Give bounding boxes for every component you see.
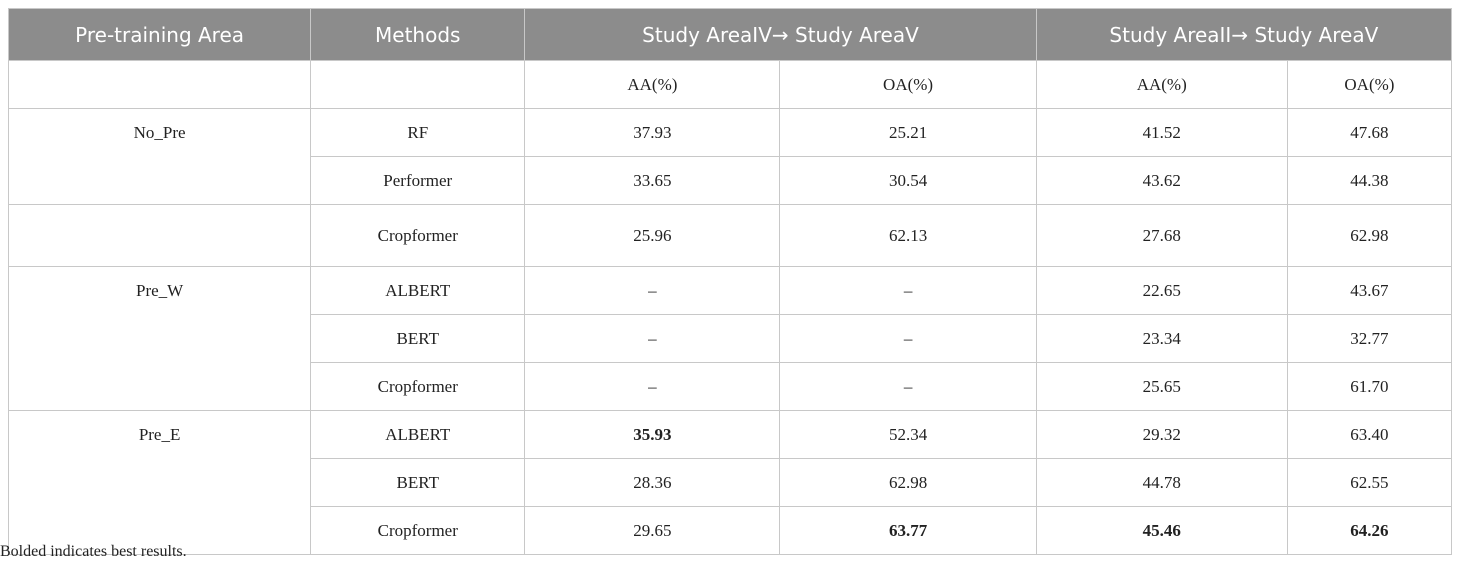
table-footnote: Bolded indicates best results. — [0, 543, 187, 560]
method-cell: Performer — [310, 156, 526, 205]
value-cell-best: 64.26 — [1286, 506, 1453, 555]
header-methods: Methods — [310, 8, 526, 61]
subheader-empty-area — [7, 60, 312, 109]
table-row: Cropformer 25.96 62.13 27.68 62.98 — [7, 204, 1453, 267]
value-cell: 29.32 — [1035, 410, 1288, 459]
value-cell: 43.62 — [1035, 156, 1288, 205]
value-cell-best: 35.93 — [524, 410, 781, 459]
area-cell-empty — [7, 204, 312, 267]
subheader-row: AA(%) OA(%) AA(%) OA(%) — [7, 60, 1453, 109]
value-cell: 25.21 — [779, 108, 1037, 157]
value-cell: – — [524, 362, 781, 411]
method-cell: Cropformer — [310, 204, 526, 267]
area-cell-no-pre: No_Pre — [7, 108, 312, 205]
header-row: Pre-training Area Methods Study AreaIV→ … — [7, 8, 1453, 61]
table-row: BERT 28.36 62.98 44.78 62.55 — [9, 458, 1453, 507]
table-row: Cropformer – – 25.65 61.70 — [9, 362, 1453, 411]
subheader-g1-aa: AA(%) — [524, 60, 781, 109]
value-cell-best: 45.46 — [1035, 506, 1288, 555]
value-cell: 28.36 — [524, 458, 781, 507]
table-row: Cropformer 29.65 63.77 45.46 64.26 — [9, 506, 1453, 555]
value-cell: 25.65 — [1035, 362, 1288, 411]
table-row: No_Pre RF 37.93 25.21 41.52 47.68 — [7, 108, 1453, 205]
value-cell: 33.65 — [524, 156, 781, 205]
results-table-container: Pre-training Area Methods Study AreaIV→ … — [7, 8, 1453, 555]
area-cell-pre-e: Pre_E — [7, 410, 312, 555]
method-cell: ALBERT — [310, 266, 526, 315]
method-cell: BERT — [310, 458, 526, 507]
value-cell: 52.34 — [779, 410, 1037, 459]
value-cell: 25.96 — [524, 204, 781, 267]
table-row: Pre_W ALBERT – – 22.65 43.67 — [7, 266, 1453, 411]
value-cell: 29.65 — [524, 506, 781, 555]
subheader-g1-oa: OA(%) — [779, 60, 1037, 109]
value-cell: 62.55 — [1286, 458, 1453, 507]
table-row: Performer 33.65 30.54 43.62 44.38 — [9, 156, 1453, 205]
value-cell: 61.70 — [1286, 362, 1453, 411]
header-group-ii-to-v: Study AreaII→ Study AreaV — [1035, 8, 1453, 61]
value-cell: 47.68 — [1286, 108, 1453, 157]
subheader-g2-aa: AA(%) — [1035, 60, 1288, 109]
method-cell: Cropformer — [310, 362, 526, 411]
header-group-iv-to-v: Study AreaIV→ Study AreaV — [524, 8, 1037, 61]
value-cell: 32.77 — [1286, 314, 1453, 363]
value-cell: 62.98 — [1286, 204, 1453, 267]
table-row: Pre_E ALBERT 35.93 52.34 29.32 63.40 — [7, 410, 1453, 555]
method-cell: RF — [310, 108, 526, 157]
table-row: BERT – – 23.34 32.77 — [9, 314, 1453, 363]
value-cell: – — [779, 314, 1037, 363]
value-cell: – — [524, 314, 781, 363]
value-cell: 62.98 — [779, 458, 1037, 507]
value-cell: – — [779, 266, 1037, 315]
value-cell: – — [779, 362, 1037, 411]
value-cell: 30.54 — [779, 156, 1037, 205]
subheader-empty-method — [310, 60, 526, 109]
results-table: Pre-training Area Methods Study AreaIV→ … — [7, 8, 1453, 555]
value-cell: 41.52 — [1035, 108, 1288, 157]
value-cell: 62.13 — [779, 204, 1037, 267]
method-cell: BERT — [310, 314, 526, 363]
value-cell: 44.38 — [1286, 156, 1453, 205]
value-cell: 22.65 — [1035, 266, 1288, 315]
method-cell: ALBERT — [310, 410, 526, 459]
value-cell: 63.40 — [1286, 410, 1453, 459]
value-cell: 37.93 — [524, 108, 781, 157]
subheader-g2-oa: OA(%) — [1286, 60, 1453, 109]
value-cell-best: 63.77 — [779, 506, 1037, 555]
value-cell: – — [524, 266, 781, 315]
value-cell: 27.68 — [1035, 204, 1288, 267]
value-cell: 23.34 — [1035, 314, 1288, 363]
method-cell: Cropformer — [310, 506, 526, 555]
value-cell: 44.78 — [1035, 458, 1288, 507]
header-pretraining-area: Pre-training Area — [7, 8, 312, 61]
value-cell: 43.67 — [1286, 266, 1453, 315]
area-cell-pre-w: Pre_W — [7, 266, 312, 411]
